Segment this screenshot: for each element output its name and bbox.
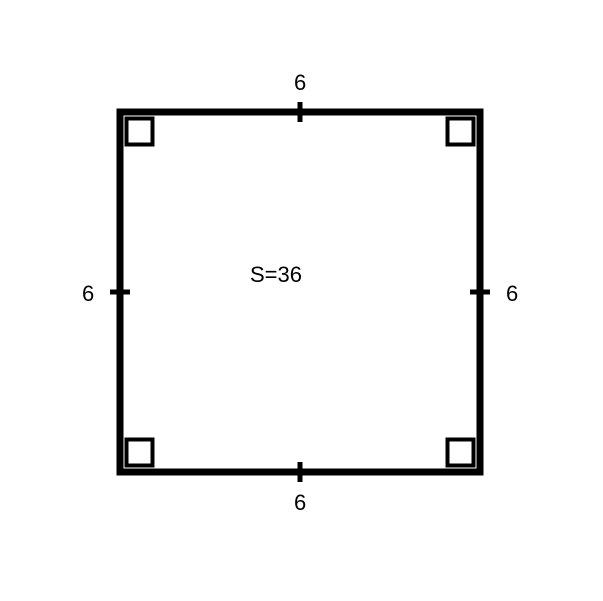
- area-label: S=36: [250, 262, 302, 288]
- side-label-bottom: 6: [294, 490, 306, 516]
- side-label-left: 6: [82, 281, 94, 307]
- side-label-top: 6: [294, 70, 306, 96]
- side-label-right: 6: [506, 281, 518, 307]
